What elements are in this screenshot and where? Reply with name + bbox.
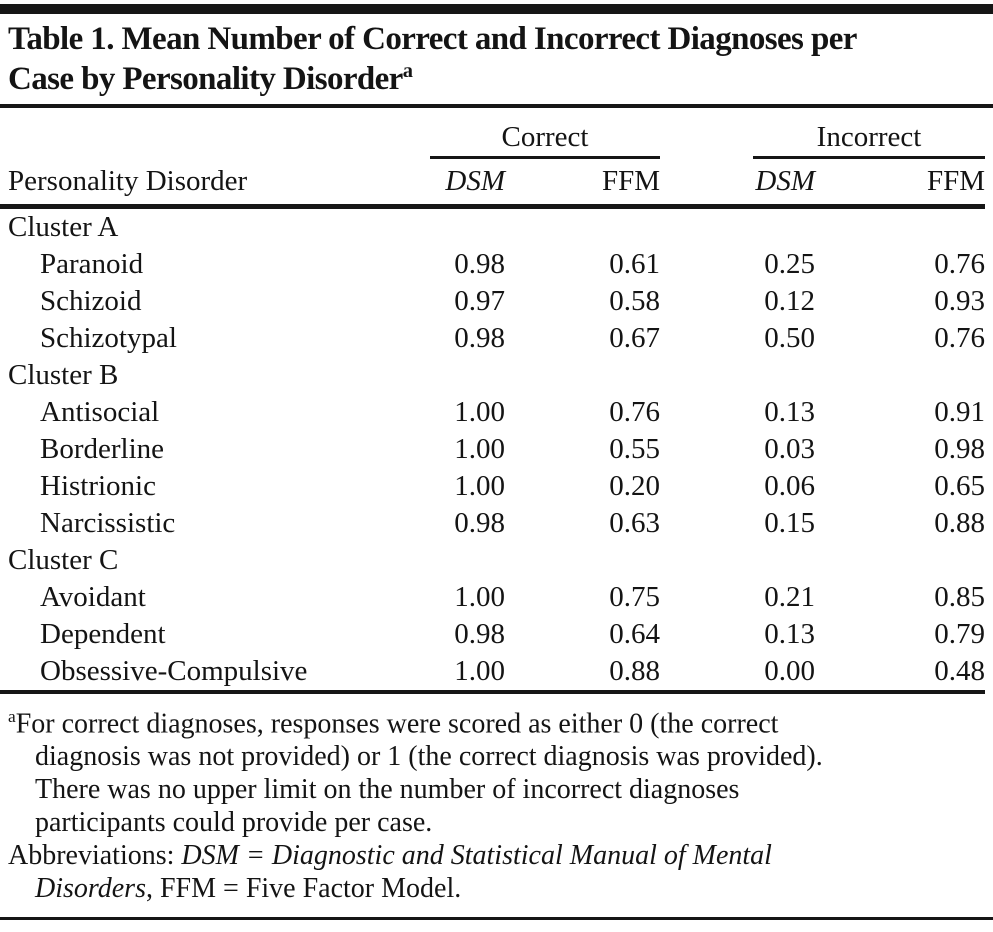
value-cell: 0.63 [609,507,660,540]
value-cell: 0.13 [764,396,815,429]
disorder-label: Narcissistic [40,507,176,540]
disorder-label: Dependent [40,618,166,651]
value-cell: 0.88 [609,655,660,688]
value-cell: 0.20 [609,470,660,503]
value-cell: 0.06 [764,470,815,503]
value-cell: 0.91 [934,396,985,429]
value-cell: 0.21 [764,581,815,614]
cluster-row: Cluster C [0,542,985,579]
value-cell: 0.64 [609,618,660,651]
value-cell: 0.12 [764,285,815,318]
value-cell: 1.00 [454,433,505,466]
value-cell: 0.58 [609,285,660,318]
value-cell: 0.98 [454,507,505,540]
correct-label: Correct [430,120,660,160]
value-cell: 0.93 [934,285,985,318]
table-row: Schizoid 0.97 0.58 0.12 0.93 [0,283,985,320]
empty-header-cell [0,108,350,160]
table-title-line2: Case by Personality Disorder [8,61,403,98]
table-row: Paranoid 0.98 0.61 0.25 0.76 [0,246,985,283]
value-cell: 0.03 [764,433,815,466]
value-cell: 0.98 [934,433,985,466]
disorder-label: Paranoid [40,248,144,281]
disorder-label: Schizotypal [40,322,177,355]
value-cell: 0.97 [454,285,505,318]
dsm-correct-header: DSM [350,159,505,210]
disorder-label: Histrionic [40,470,156,503]
diagnoses-table: Correct Incorrect Personality Disorder D… [0,108,985,695]
value-cell: 0.75 [609,581,660,614]
footnote-line: diagnosis was not provided) or 1 (the co… [35,741,823,773]
value-cell: 0.76 [934,322,985,355]
column-group-header-row: Correct Incorrect [0,108,985,160]
footnote-line: aFor correct diagnoses, responses were s… [8,707,779,740]
footnotes: aFor correct diagnoses, responses were s… [0,700,993,905]
sub-header-row: Personality Disorder DSM FFM DSM FFM [0,159,985,210]
cluster-row: Cluster A [0,207,985,247]
table-title-line1: Table 1. Mean Number of Correct and Inco… [8,21,857,57]
value-cell: 0.76 [934,248,985,281]
value-cell: 0.00 [764,655,815,688]
value-cell: 0.48 [934,655,985,688]
value-cell: 1.00 [454,655,505,688]
value-cell: 0.98 [454,248,505,281]
value-cell: 0.61 [609,248,660,281]
cluster-label: Cluster C [8,544,119,577]
value-cell: 0.67 [609,322,660,355]
incorrect-column-group-header: Incorrect [660,108,985,160]
table-row: Narcissistic 0.98 0.63 0.15 0.88 [0,505,985,542]
value-cell: 0.55 [609,433,660,466]
value-cell: 1.00 [454,470,505,503]
table-row: Dependent 0.98 0.64 0.13 0.79 [0,616,985,653]
value-cell: 0.13 [764,618,815,651]
disorder-label: Borderline [40,433,165,466]
value-cell: 0.88 [934,507,985,540]
ffm-incorrect-header: FFM [815,159,985,210]
cluster-row: Cluster B [0,357,985,394]
value-cell: 0.76 [609,396,660,429]
value-cell: 1.00 [454,396,505,429]
table-title: Table 1. Mean Number of Correct and Inco… [0,14,993,104]
footnote-line: Abbreviations: DSM = Diagnostic and Stat… [8,840,772,872]
top-rule [0,4,993,14]
disorder-label: Antisocial [40,396,160,429]
disorder-label: Schizoid [40,285,142,318]
value-cell: 0.50 [764,322,815,355]
footnote-line: There was no upper limit on the number o… [35,774,740,806]
value-cell: 0.85 [934,581,985,614]
value-cell: 0.98 [454,322,505,355]
personality-disorder-header: Personality Disorder [0,159,350,210]
footnote-line: participants could provide per case. [35,807,433,839]
value-cell: 0.65 [934,470,985,503]
table-row: Obsessive-Compulsive 1.00 0.88 0.00 0.48 [0,653,985,692]
disorder-label: Obsessive-Compulsive [40,655,308,688]
cluster-label: Cluster A [8,211,119,244]
dsm-incorrect-header: DSM [660,159,815,210]
value-cell: 1.00 [454,581,505,614]
table-title-superscript: a [402,60,413,83]
title-rule [0,103,993,108]
table-row: Antisocial 1.00 0.76 0.13 0.91 [0,394,985,431]
cluster-label: Cluster B [8,359,119,392]
disorder-label: Avoidant [40,581,146,614]
table-row: Avoidant 1.00 0.75 0.21 0.85 [0,579,985,616]
footnote-line: Disorders, FFM = Five Factor Model. [35,873,462,905]
value-cell: 0.98 [454,618,505,651]
table-row: Schizotypal 0.98 0.67 0.50 0.76 [0,320,985,357]
footnote-superscript: a [8,707,16,727]
table-row: Histrionic 1.00 0.20 0.06 0.65 [0,468,985,505]
correct-column-group-header: Correct [350,108,660,160]
ffm-correct-header: FFM [505,159,660,210]
table-body: Cluster A Paranoid 0.98 0.61 0.25 0.76 S… [0,207,985,693]
table-row: Borderline 1.00 0.55 0.03 0.98 [0,431,985,468]
value-cell: 0.79 [934,618,985,651]
bottom-rule [0,917,993,921]
incorrect-label: Incorrect [753,120,985,160]
value-cell: 0.25 [764,248,815,281]
value-cell: 0.15 [764,507,815,540]
